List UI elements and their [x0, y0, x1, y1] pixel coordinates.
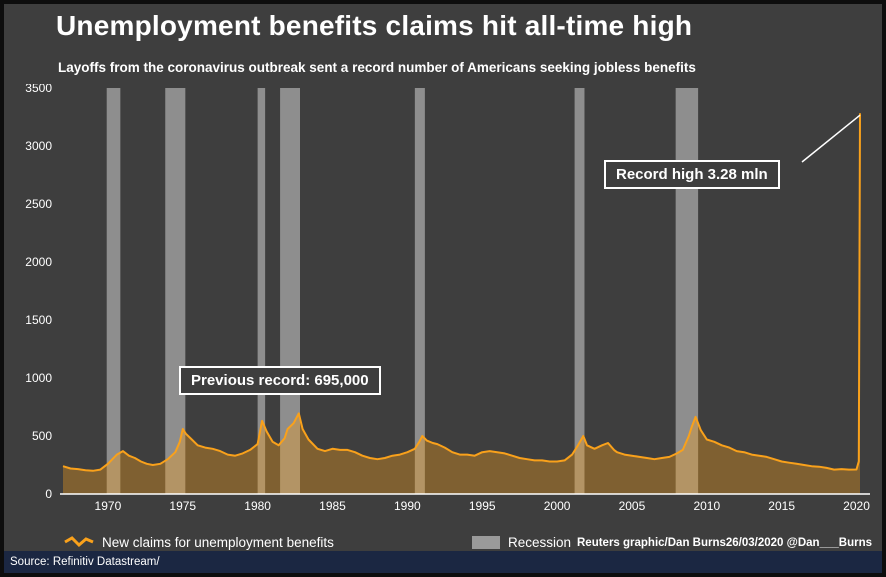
y-axis-label: 0: [45, 487, 52, 501]
x-axis-label: 1980: [244, 499, 271, 513]
recession-band: [574, 88, 585, 494]
series-line: [62, 113, 861, 472]
x-axis-label: 1975: [169, 499, 196, 513]
legend-recession-label: Recession: [508, 534, 572, 550]
x-axis-label: 2000: [544, 499, 571, 513]
page-subtitle: Layoffs from the coronavirus outbreak se…: [58, 60, 696, 75]
x-axis-label: 2015: [768, 499, 795, 513]
page-title: Unemployment benefits claims hit all-tim…: [56, 10, 693, 41]
y-axis-label: 3500: [25, 84, 52, 95]
y-axis-label: 1000: [25, 371, 52, 385]
x-axis-label: 1995: [469, 499, 496, 513]
legend-item-claims: New claims for unemployment benefits: [64, 530, 334, 554]
legend-recession-swatch-icon: [472, 535, 500, 549]
x-axis-label: 2010: [693, 499, 720, 513]
legend-item-recession: Recession: [472, 530, 571, 554]
claims-chart: 0 500 1000 1500 2000 2500 3000 3500 1970 1975 1980…: [12, 84, 878, 522]
source-line: Source: Refinitiv Datastream/: [10, 556, 160, 568]
previous-record-annotation: Previous record: 695,000: [179, 366, 381, 395]
x-axis-label: 2020: [843, 499, 870, 513]
y-axis-label: 2500: [25, 197, 52, 211]
y-axis-label: 3000: [25, 139, 52, 153]
x-axis-label: 2005: [619, 499, 646, 513]
legend-line-swatch-icon: [64, 536, 94, 548]
record-callout-line: [801, 114, 861, 163]
x-axis-label: 1990: [394, 499, 421, 513]
y-axis-label: 2000: [25, 255, 52, 269]
credit-line: Reuters graphic/Dan Burns26/03/2020 @Dan…: [577, 537, 872, 549]
x-axis-label: 1985: [319, 499, 346, 513]
x-axis-label: 1970: [95, 499, 122, 513]
chart-canvas: 0 500 1000 1500 2000 2500 3000 3500 1970 1975 1980…: [25, 84, 870, 513]
recession-band: [106, 88, 121, 494]
legend: New claims for unemployment benefits Rec…: [4, 530, 882, 554]
y-axis-label: 500: [32, 429, 52, 443]
recession-band: [675, 88, 699, 494]
legend-claims-label: New claims for unemployment benefits: [102, 534, 334, 550]
bottom-bar: Source: Refinitiv Datastream/: [4, 551, 882, 573]
y-axis-label: 1500: [25, 313, 52, 327]
recession-band: [257, 88, 266, 494]
record-high-annotation: Record high 3.28 mln: [604, 160, 780, 189]
recession-band: [414, 88, 425, 494]
